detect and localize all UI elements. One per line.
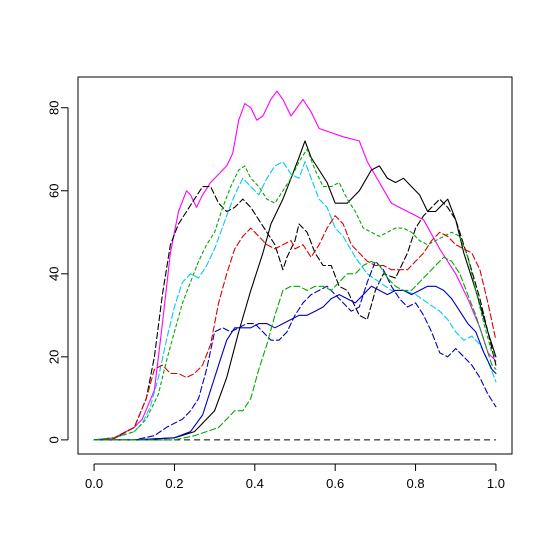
x-tick-label: 1.0 <box>487 476 505 491</box>
series-line-9 <box>93 256 497 441</box>
plot-frame <box>77 76 513 455</box>
x-axis: 0.0 0.2 0.4 0.6 0.8 1.0 <box>85 463 505 491</box>
series-line-1 <box>93 90 497 441</box>
y-tick-label: 60 <box>47 184 62 198</box>
series-line-8 <box>93 285 497 441</box>
y-tick-label: 40 <box>47 267 62 281</box>
x-tick-label: 0.4 <box>246 476 264 491</box>
y-axis: 0 20 40 60 80 <box>47 100 69 444</box>
series-line-7 <box>93 260 497 441</box>
x-tick-label: 0.0 <box>85 476 103 491</box>
y-tick-label: 80 <box>47 100 62 114</box>
y-tick-label: 0 <box>47 436 62 443</box>
series-line-2 <box>93 140 497 441</box>
x-tick-label: 0.8 <box>407 476 425 491</box>
series-line-4 <box>93 161 497 441</box>
x-tick-label: 0.6 <box>326 476 344 491</box>
series-line-3 <box>93 186 497 441</box>
series-layer <box>93 90 497 441</box>
series-line-5 <box>93 148 497 441</box>
x-tick-label: 0.2 <box>165 476 183 491</box>
y-tick-label: 20 <box>47 350 62 364</box>
series-line-6 <box>93 215 497 441</box>
